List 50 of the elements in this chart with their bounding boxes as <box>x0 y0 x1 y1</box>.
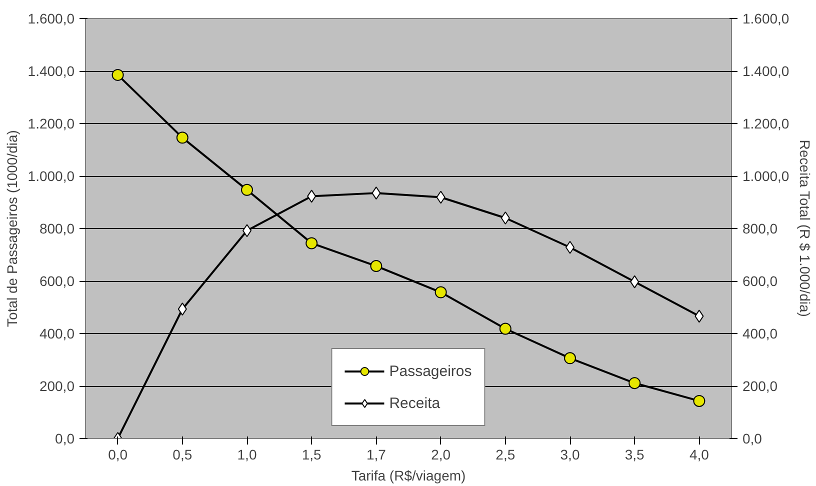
y2-tick-label: 0,0 <box>742 430 762 446</box>
point <box>500 212 510 224</box>
y2-tick-label: 600,0 <box>742 273 778 289</box>
x-tick-label: 2,0 <box>431 446 451 462</box>
point <box>370 260 382 272</box>
y-tick-label: 600,0 <box>39 273 75 289</box>
legend-label: Receita <box>389 394 440 412</box>
point <box>176 132 188 144</box>
y2-tick-label: 1.000,0 <box>742 168 790 184</box>
point <box>630 275 640 288</box>
y2-tick-label: 400,0 <box>742 326 778 342</box>
y-tick-label: 0,0 <box>55 430 75 446</box>
y2-tick-label: 200,0 <box>742 378 778 394</box>
y2-tick-label: 1.600,0 <box>742 10 790 26</box>
y-tick-label: 1.200,0 <box>28 116 75 132</box>
point <box>694 310 704 323</box>
y-tick-label: 1.000,0 <box>28 168 75 184</box>
x-tick-label: 0,5 <box>172 446 192 462</box>
y-tick-label: 400,0 <box>39 326 75 342</box>
x-tick-label: 3,5 <box>624 446 645 462</box>
x-axis-title: Tarifa (R$/viagem) <box>351 468 466 484</box>
point <box>693 394 706 407</box>
point <box>564 352 576 364</box>
point <box>628 377 641 390</box>
legend-label: Passageiros <box>389 362 472 380</box>
point <box>307 190 316 203</box>
y-tick-label: 1.600,0 <box>28 10 75 26</box>
point <box>436 190 446 204</box>
x-tick-label: 1,0 <box>237 446 257 462</box>
y-tick-label: 1.400,0 <box>28 63 75 79</box>
x-tick-label: 1,5 <box>302 446 322 462</box>
point <box>112 68 124 81</box>
x-tick-label: 1,7 <box>366 446 386 462</box>
point <box>306 237 318 250</box>
point <box>434 286 447 298</box>
y2-tick-label: 1.400,0 <box>742 63 790 79</box>
x-tick-label: 0,0 <box>108 446 128 462</box>
x-tick-label: 2,5 <box>496 446 516 462</box>
y-tick-label: 200,0 <box>39 378 75 394</box>
x-tick-label: 3,0 <box>560 446 580 462</box>
y-axis-title: Total de Passageiros (1000/dia) <box>4 130 20 327</box>
x-tick-label: 4,0 <box>689 446 710 462</box>
y-tick-label: 800,0 <box>39 220 75 236</box>
point <box>372 186 381 200</box>
point <box>241 184 253 196</box>
y2-tick-label: 1.200,0 <box>742 116 790 132</box>
y2-tick-label: 800,0 <box>742 220 778 236</box>
y2-axis-title: Receita Total (R $ 1.000/dia) <box>797 140 814 317</box>
point <box>499 322 512 335</box>
point <box>178 302 187 316</box>
